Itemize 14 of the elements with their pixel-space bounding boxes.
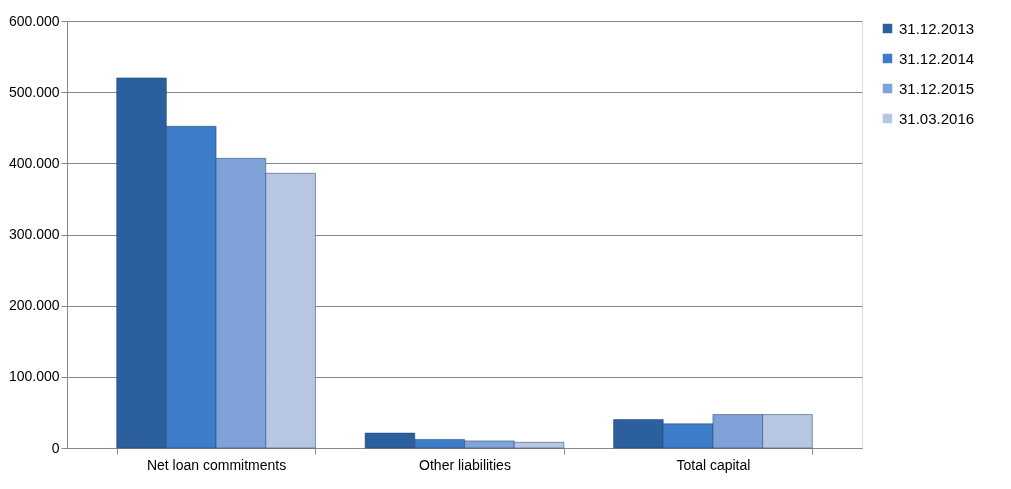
legend-label: 31.03.2016 [899,109,975,127]
y-tick-label: 100.000 [8,368,60,385]
y-tick-label: 600.000 [8,12,60,29]
legend-label: 31.12.2014 [899,49,975,67]
legend-label: 31.12.2015 [899,79,975,97]
y-tick-label: 200.000 [8,297,60,314]
x-tick-label: Net loan commitments [146,456,287,473]
y-tick-label: 400.000 [8,154,60,171]
y-tick-label: 0 [51,439,60,456]
y-tick-label: 300.000 [8,226,60,242]
legend-label: 31.12.2013 [899,19,975,37]
y-tick-label: 500.000 [8,83,60,100]
x-tick-label: Other liabilities [419,456,511,473]
x-tick-label: Total capital [676,456,751,473]
